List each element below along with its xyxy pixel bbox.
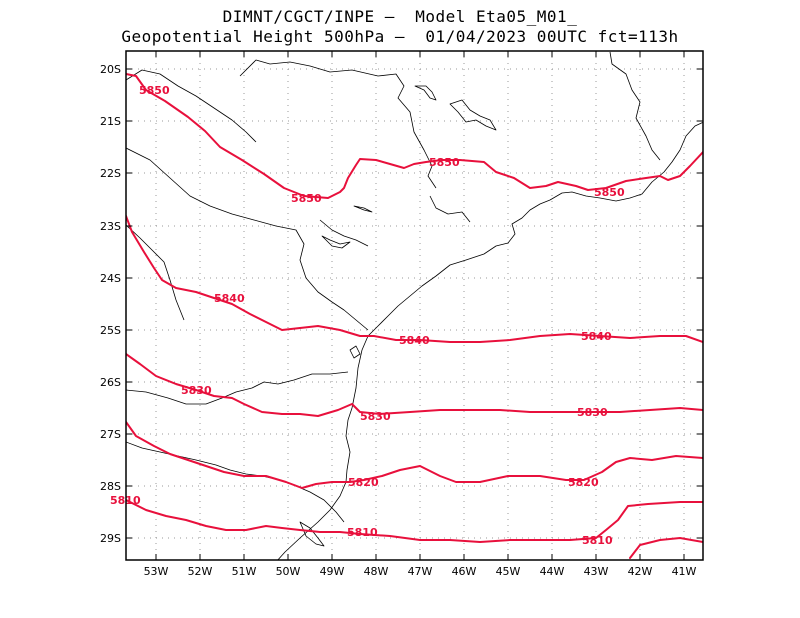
lat-label-23s: 23S <box>100 220 121 233</box>
contour-5810 <box>126 499 703 543</box>
state-border-pr-sc <box>126 371 349 405</box>
contour-label-5830: 5830 <box>181 384 212 397</box>
contour-label-5820: 5820 <box>348 476 379 489</box>
state-border-mg-east <box>609 51 661 161</box>
lat-label-28s: 28S <box>100 480 121 493</box>
contour-label-5820: 5820 <box>568 476 599 489</box>
lon-label-51w: 51W <box>232 565 257 578</box>
contour-label-5830: 5830 <box>360 410 391 423</box>
graticule <box>126 51 703 560</box>
reservoir-parana-north <box>353 205 373 213</box>
river-parana <box>126 224 185 321</box>
state-border-mg <box>239 59 437 189</box>
longitude-labels: 53W 52W 51W 50W 49W 48W 47W 46W 45W 44W … <box>144 565 697 578</box>
lon-label-48w: 48W <box>364 565 389 578</box>
contour-label-5840: 5840 <box>214 292 245 305</box>
lon-label-45w: 45W <box>496 565 521 578</box>
reservoir-sp-interior <box>321 235 351 249</box>
lon-label-41w: 41W <box>672 565 697 578</box>
lat-label-25s: 25S <box>100 324 121 337</box>
contour-label-group: 5850 5850 5850 5850 5840 5840 5840 5830 … <box>110 84 625 547</box>
reservoir-tres-marias <box>414 85 437 101</box>
contour-label-5840: 5840 <box>581 330 612 343</box>
reservoir-furnas <box>449 99 497 131</box>
lon-label-53w: 53W <box>144 565 169 578</box>
lon-label-44w: 44W <box>540 565 565 578</box>
lat-label-22s: 22S <box>100 167 121 180</box>
contour-5830 <box>126 353 703 417</box>
lat-label-21s: 21S <box>100 115 121 128</box>
map-title-line-1: DIMNT/CGCT/INPE – Model Eta05_M01_ <box>222 7 578 26</box>
lon-label-47w: 47W <box>408 565 433 578</box>
map-frame <box>125 50 704 561</box>
contour-5850 <box>126 73 703 199</box>
state-border-ms-mg <box>126 69 257 143</box>
lon-label-42w: 42W <box>628 565 653 578</box>
lat-label-20s: 20S <box>100 63 121 76</box>
lon-label-49w: 49W <box>320 565 345 578</box>
contour-label-5850: 5850 <box>429 156 460 169</box>
contour-label-5840: 5840 <box>399 334 430 347</box>
country-border-arg <box>126 441 345 523</box>
contour-label-5810: 5810 <box>582 534 613 547</box>
lon-label-46w: 46W <box>452 565 477 578</box>
map-title-line-2: Geopotential Height 500hPa – 01/04/2023 … <box>121 27 679 46</box>
contour-label-5810: 5810 <box>347 526 378 539</box>
lat-label-29s: 29S <box>100 532 121 545</box>
state-border-ms-sp <box>126 147 369 331</box>
contour-5810-southeast <box>629 537 703 559</box>
latitude-labels: 20S 21S 22S 23S 24S 25S 26S 27S 28S 29S <box>100 63 121 545</box>
axis-ticks <box>126 51 703 560</box>
river-grande <box>319 219 369 247</box>
lon-label-43w: 43W <box>584 565 609 578</box>
contour-label-5850: 5850 <box>291 192 322 205</box>
coastline-and-borders <box>126 51 703 560</box>
contour-label-5850: 5850 <box>139 84 170 97</box>
coastline <box>277 121 703 560</box>
lat-label-26s: 26S <box>100 376 121 389</box>
lat-label-27s: 27S <box>100 428 121 441</box>
contour-lines <box>126 73 703 559</box>
contour-label-5850: 5850 <box>594 186 625 199</box>
lat-label-24s: 24S <box>100 272 121 285</box>
contour-5820 <box>126 421 703 489</box>
lon-label-50w: 50W <box>276 565 301 578</box>
island-santa-catarina <box>349 345 361 359</box>
lon-label-52w: 52W <box>188 565 213 578</box>
contour-5840 <box>126 215 703 343</box>
lagoa-dos-patos <box>299 521 325 547</box>
sp-coast-inlet <box>429 195 471 223</box>
contour-label-5830: 5830 <box>577 406 608 419</box>
